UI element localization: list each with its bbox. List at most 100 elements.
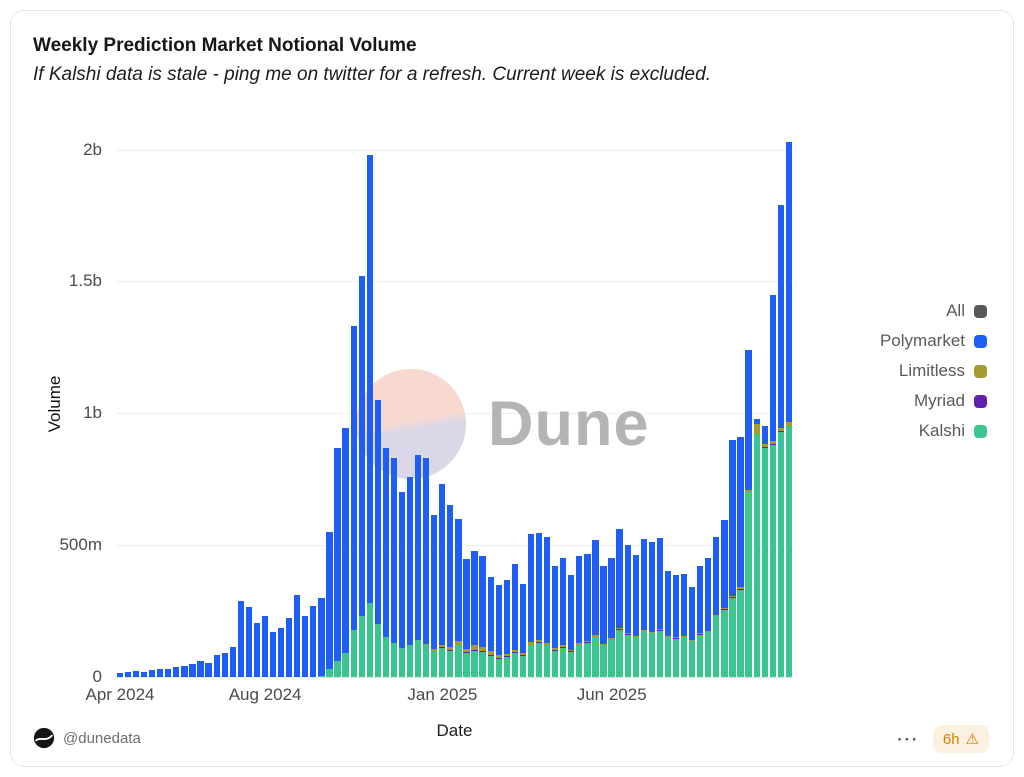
bar-segment-limitless bbox=[721, 607, 728, 610]
bar-segment-limitless bbox=[672, 637, 680, 639]
bar bbox=[415, 455, 422, 677]
bar-segment-limitless bbox=[705, 630, 712, 632]
legend-item-myriad[interactable]: Myriad bbox=[914, 391, 987, 411]
bar bbox=[439, 483, 446, 677]
bar-segment-polymarket bbox=[398, 492, 406, 648]
bar-segment-polymarket bbox=[302, 616, 309, 677]
bar-segment-polymarket bbox=[406, 476, 414, 646]
bar-segment-polymarket bbox=[640, 539, 647, 631]
bar bbox=[737, 437, 744, 677]
bar-segment-myriad bbox=[455, 644, 462, 646]
bar-segment-polymarket bbox=[173, 666, 180, 677]
bar bbox=[374, 400, 381, 677]
bar bbox=[697, 566, 704, 677]
bar-segment-limitless bbox=[664, 635, 672, 637]
bar bbox=[423, 458, 430, 677]
bar bbox=[527, 534, 535, 677]
bar bbox=[140, 671, 148, 677]
bar-segment-kalshi bbox=[431, 650, 438, 677]
bar-segment-kalshi bbox=[358, 616, 365, 677]
bar-segment-kalshi bbox=[608, 640, 615, 677]
bar-segment-myriad bbox=[608, 639, 615, 641]
bar-segment-polymarket bbox=[552, 566, 559, 648]
bar-segment-myriad bbox=[753, 433, 760, 435]
bar-segment-myriad bbox=[543, 644, 551, 646]
refresh-age-badge[interactable]: 6h ⚠ bbox=[932, 725, 989, 753]
bar-segment-polymarket bbox=[447, 505, 454, 648]
bar bbox=[310, 605, 317, 677]
bar-segment-myriad bbox=[495, 657, 502, 659]
bar bbox=[334, 447, 341, 677]
chart-subtitle: If Kalshi data is stale - ping me on twi… bbox=[33, 64, 711, 85]
bar-segment-myriad bbox=[439, 647, 446, 648]
bar-segment-limitless bbox=[729, 596, 736, 598]
more-options-button[interactable]: ⋯ bbox=[895, 726, 919, 751]
bar-segment-kalshi bbox=[519, 655, 527, 677]
y-tick-label: 1.5b bbox=[68, 271, 102, 291]
bar bbox=[503, 579, 510, 677]
bar-segment-limitless bbox=[761, 444, 768, 448]
bar-segment-polymarket bbox=[745, 349, 752, 490]
bar-segment-polymarket bbox=[358, 276, 365, 617]
legend-label: Limitless bbox=[898, 361, 965, 380]
bar bbox=[342, 427, 349, 677]
legend-item-polymarket[interactable]: Polymarket bbox=[880, 331, 987, 351]
bar bbox=[648, 541, 655, 677]
legend-item-limitless[interactable]: Limitless bbox=[899, 361, 987, 381]
bar-segment-polymarket bbox=[592, 540, 599, 636]
bar bbox=[213, 654, 220, 677]
gridline bbox=[116, 545, 793, 547]
bar-segment-limitless bbox=[769, 441, 776, 445]
bar-segment-kalshi bbox=[543, 645, 551, 677]
legend-item-all[interactable]: All bbox=[946, 301, 987, 321]
bar-segment-myriad bbox=[511, 652, 518, 654]
legend-label: Polymarket bbox=[879, 331, 965, 350]
bar-segment-limitless bbox=[519, 652, 527, 656]
bar-segment-polymarket bbox=[713, 536, 720, 615]
bar bbox=[640, 539, 647, 677]
bar bbox=[471, 550, 478, 677]
legend-item-kalshi[interactable]: Kalshi bbox=[919, 421, 987, 441]
bar-segment-limitless bbox=[439, 644, 446, 648]
bar-segment-polymarket bbox=[616, 528, 623, 628]
dune-logo-icon bbox=[33, 727, 55, 749]
bar-segment-myriad bbox=[527, 644, 535, 646]
bar-segment-myriad bbox=[705, 631, 712, 633]
bar-segment-polymarket bbox=[560, 558, 567, 646]
legend-swatch bbox=[974, 334, 987, 348]
warning-icon: ⚠ bbox=[965, 731, 979, 748]
bar-segment-kalshi bbox=[342, 653, 349, 677]
bar bbox=[350, 326, 357, 677]
bar-segment-polymarket bbox=[697, 566, 704, 634]
bar-segment-polymarket bbox=[672, 575, 680, 638]
legend-label: All bbox=[946, 301, 965, 320]
bar bbox=[237, 600, 244, 677]
bar-segment-myriad bbox=[648, 632, 655, 634]
bar-segment-kalshi bbox=[737, 589, 744, 677]
author-handle[interactable]: @dunedata bbox=[63, 729, 141, 747]
bar bbox=[689, 587, 696, 677]
plot-area[interactable]: Dune bbox=[116, 131, 793, 678]
bar-segment-limitless bbox=[737, 587, 744, 590]
bar-segment-polymarket bbox=[535, 532, 543, 640]
bar-segment-kalshi bbox=[447, 650, 454, 677]
bar-segment-myriad bbox=[632, 636, 639, 638]
bar-segment-kalshi bbox=[406, 645, 414, 677]
bar-segment-kalshi bbox=[729, 597, 736, 677]
bar bbox=[173, 666, 180, 677]
bar-segment-kalshi bbox=[398, 648, 406, 677]
legend: All Polymarket Limitless Myriad Kalshi bbox=[880, 301, 987, 441]
bar-segment-kalshi bbox=[423, 645, 430, 677]
bar-segment-polymarket bbox=[350, 326, 357, 630]
bar bbox=[149, 669, 156, 677]
bar-segment-polymarket bbox=[205, 662, 212, 677]
bar-segment-polymarket bbox=[124, 672, 132, 677]
bar-segment-limitless bbox=[689, 639, 696, 641]
bar bbox=[398, 492, 406, 677]
x-tick-label: Jun 2025 bbox=[576, 685, 647, 704]
dune-watermark: Dune bbox=[116, 131, 793, 677]
bar bbox=[511, 564, 518, 677]
bar-segment-limitless bbox=[511, 649, 518, 653]
legend-swatch bbox=[974, 304, 987, 318]
bar-segment-polymarket bbox=[648, 541, 655, 632]
